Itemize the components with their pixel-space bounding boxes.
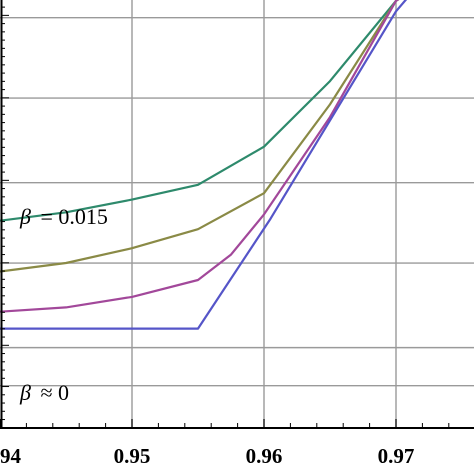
- x-axis-ticks: 94 0.95 0.96 0.97: [0, 419, 450, 468]
- series-line-1: [0, 0, 400, 222]
- annotation-beta-zero: β ≈ 0: [19, 380, 69, 405]
- series-line-3: [0, 0, 400, 313]
- x-tick-label: 94: [0, 444, 22, 468]
- annotation-beta-zero-symbol: β: [19, 380, 31, 405]
- x-tick-label: 0.96: [246, 444, 283, 468]
- grid: [0, 0, 474, 428]
- annotation-beta-value: = 0.015: [40, 204, 107, 229]
- annotation-beta-zero-value: ≈ 0: [40, 380, 69, 405]
- annotation-beta-0015: β = 0.015: [19, 204, 108, 229]
- x-tick-label: 0.95: [114, 444, 151, 468]
- series-layer: [0, 0, 408, 330]
- x-tick-label: 0.97: [378, 444, 415, 468]
- annotation-beta-symbol: β: [19, 204, 31, 229]
- series-line-4: [0, 0, 408, 330]
